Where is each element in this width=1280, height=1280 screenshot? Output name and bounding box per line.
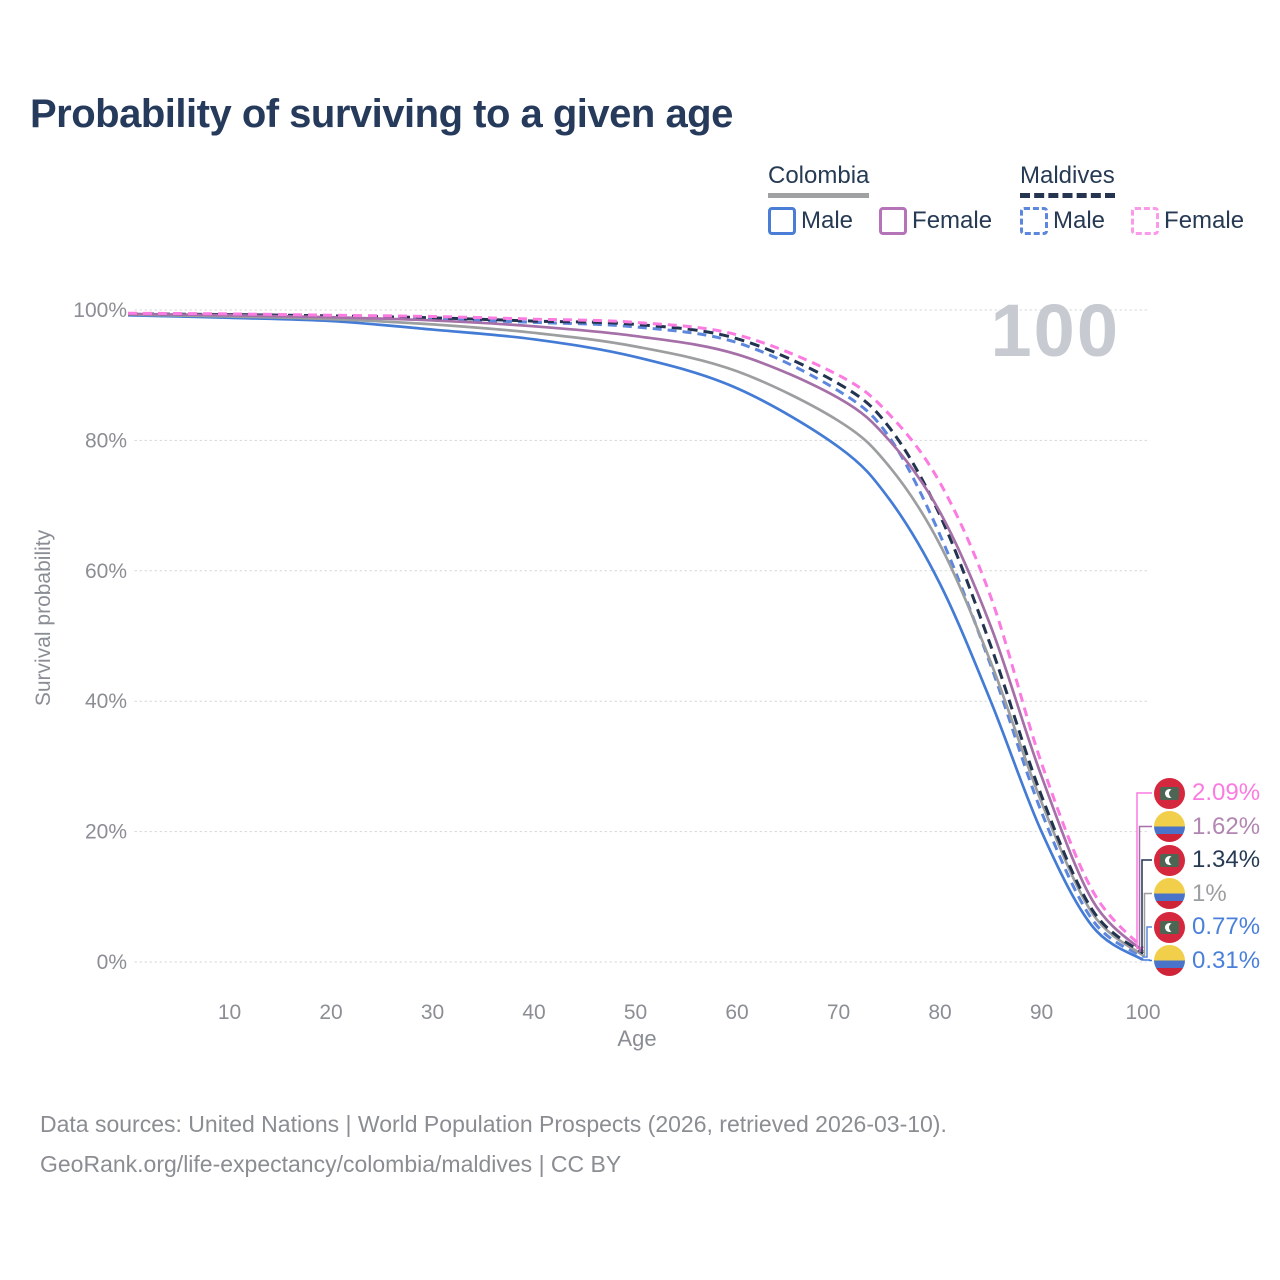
legend-colombia-header[interactable]: Colombia: [768, 162, 870, 198]
x-tick-label: 90: [1030, 1001, 1053, 1024]
legend-item-maldives-male[interactable]: Male: [1020, 207, 1105, 235]
leader-line-colombia-male: [1143, 959, 1152, 962]
page-title: Probability of surviving to a given age: [30, 92, 733, 136]
y-tick-label: 20%: [85, 821, 127, 844]
x-tick-label: 10: [218, 1001, 241, 1024]
y-tick-label: 100%: [73, 299, 127, 322]
y-tick-label: 0%: [97, 951, 127, 974]
x-tick-label: 50: [624, 1001, 647, 1024]
y-axis-title: Survival probability: [32, 529, 55, 707]
maldives-flag-part: [1169, 788, 1178, 798]
maldives-flag-icon: [1154, 911, 1185, 943]
legend-item-colombia-female[interactable]: Female: [879, 207, 992, 235]
footer-data-sources: Data sources: United Nations | World Pop…: [40, 1111, 947, 1137]
end-label-value: 1.34%: [1192, 846, 1261, 873]
colombia-flag-icon: [1154, 811, 1185, 842]
series-line-maldives-female[interactable]: [127, 311, 1145, 950]
x-tick-label: 80: [928, 1001, 951, 1024]
maldives-flag-icon: [1154, 844, 1185, 876]
end-label-value: 1.62%: [1192, 812, 1261, 840]
end-label-colombia-both: 1%: [1154, 878, 1227, 910]
maldives-male-swatch-icon: [1020, 207, 1048, 235]
legend-item-maldives-female[interactable]: Female: [1131, 207, 1244, 235]
series-line-colombia-male[interactable]: [127, 313, 1144, 962]
series-line-colombia-female[interactable]: [127, 312, 1144, 953]
x-tick-label: 100: [1125, 1001, 1160, 1024]
maldives-flag-part: [1169, 855, 1178, 865]
leader-line-maldives-both: [1141, 859, 1152, 955]
y-tick-label: 80%: [85, 429, 127, 452]
end-label-colombia-female: 1.62%: [1154, 811, 1260, 843]
legend-item-label: Male: [1053, 207, 1106, 234]
footer-attribution: GeoRank.org/life-expectancy/colombia/mal…: [40, 1151, 622, 1177]
colombia-flag-icon: [1154, 878, 1185, 909]
legend-maldives-header[interactable]: Maldives: [1020, 162, 1115, 198]
legend-item-label: Female: [1164, 207, 1245, 234]
legend-colombia-items: Male Female: [768, 207, 992, 235]
y-tick-label: 40%: [85, 690, 127, 713]
colombia-female-swatch-icon: [879, 207, 908, 235]
x-tick-label: 20: [319, 1001, 342, 1024]
legend-item-label: Female: [912, 207, 993, 234]
legend-group-colombia: Colombia Male Female: [768, 162, 992, 235]
series-line-maldives-male[interactable]: [127, 313, 1144, 959]
end-label-maldives-male: 0.77%: [1154, 911, 1260, 943]
watermark-age-100: 100: [990, 289, 1120, 372]
leader-line-maldives-male: [1143, 926, 1152, 958]
end-label-maldives-female: 2.09%: [1154, 777, 1260, 809]
x-tick-label: 70: [827, 1001, 850, 1024]
legend-group-maldives: Maldives Male Female: [1020, 162, 1244, 235]
x-tick-label: 40: [522, 1001, 545, 1024]
end-label-value: 1%: [1192, 879, 1227, 907]
end-label-value: 0.31%: [1192, 946, 1261, 974]
legend-item-label: Male: [801, 207, 854, 234]
maldives-female-swatch-icon: [1131, 207, 1160, 235]
leader-line-colombia-both: [1143, 892, 1152, 957]
series-line-colombia-both[interactable]: [127, 313, 1144, 957]
legend-maldives-items: Male Female: [1020, 207, 1244, 235]
y-tick-label: 60%: [85, 560, 127, 583]
legend-item-colombia-male[interactable]: Male: [768, 207, 853, 235]
maldives-flag-part: [1169, 922, 1178, 932]
x-tick-label: 60: [725, 1001, 748, 1024]
end-label-value: 0.77%: [1192, 913, 1261, 940]
maldives-flag-icon: [1154, 777, 1185, 809]
colombia-male-swatch-icon: [768, 207, 796, 235]
x-tick-label: 30: [421, 1001, 444, 1024]
colombia-flag-icon: [1154, 945, 1185, 976]
end-label-colombia-male: 0.31%: [1154, 945, 1260, 977]
footer: Data sources: United Nations | World Pop…: [40, 1104, 947, 1184]
series-line-maldives-both[interactable]: [127, 312, 1144, 955]
x-axis-title: Age: [617, 1026, 657, 1051]
end-label-maldives-both: 1.34%: [1154, 844, 1260, 876]
end-label-value: 2.09%: [1192, 779, 1261, 806]
